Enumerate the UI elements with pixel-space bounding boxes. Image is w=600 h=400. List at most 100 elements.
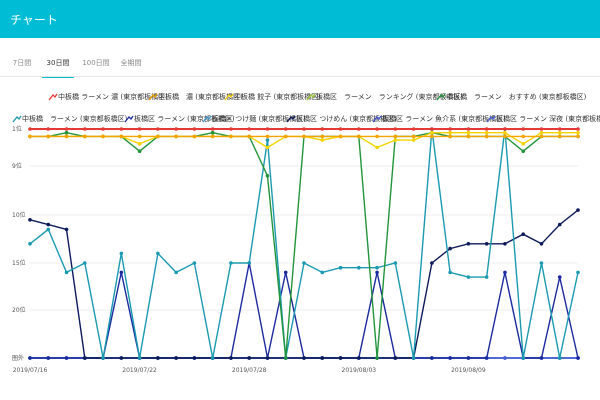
- data-point[interactable]: [64, 270, 69, 275]
- data-point[interactable]: [557, 275, 562, 279]
- data-point[interactable]: [101, 127, 105, 131]
- data-point[interactable]: [83, 127, 87, 131]
- data-point[interactable]: [265, 127, 270, 131]
- data-point[interactable]: [174, 127, 178, 131]
- data-point[interactable]: [265, 138, 270, 142]
- data-point[interactable]: [137, 142, 142, 146]
- data-point[interactable]: [28, 242, 32, 246]
- data-point[interactable]: [283, 127, 288, 131]
- data-point[interactable]: [430, 127, 434, 131]
- data-point[interactable]: [539, 356, 544, 360]
- data-point[interactable]: [83, 356, 87, 360]
- data-point[interactable]: [283, 356, 288, 360]
- legend-item[interactable]: 板橋区 つけめん (東京都板橋区): [286, 114, 397, 124]
- data-point[interactable]: [576, 270, 580, 275]
- data-point[interactable]: [448, 127, 452, 131]
- data-point[interactable]: [576, 208, 580, 212]
- data-point[interactable]: [174, 356, 178, 360]
- data-point[interactable]: [521, 356, 525, 360]
- data-point[interactable]: [119, 356, 124, 360]
- data-point[interactable]: [576, 134, 580, 139]
- data-point[interactable]: [156, 134, 160, 139]
- data-point[interactable]: [247, 134, 251, 139]
- data-point[interactable]: [320, 138, 325, 142]
- legend-item[interactable]: 板橋区 つけ麺 (東京都板橋区): [202, 114, 306, 124]
- data-point[interactable]: [557, 356, 562, 360]
- data-point[interactable]: [229, 356, 233, 360]
- data-point[interactable]: [156, 127, 160, 131]
- data-point[interactable]: [357, 265, 361, 270]
- tab-100-days[interactable]: 100日間: [82, 59, 110, 67]
- data-point[interactable]: [28, 127, 32, 131]
- data-point[interactable]: [448, 134, 452, 139]
- legend-item[interactable]: 中板橋 濃 (東京都板橋区): [148, 92, 243, 102]
- data-point[interactable]: [265, 174, 270, 178]
- data-point[interactable]: [466, 275, 471, 279]
- data-point[interactable]: [503, 242, 507, 246]
- data-point[interactable]: [430, 134, 434, 139]
- data-point[interactable]: [430, 130, 434, 135]
- data-point[interactable]: [411, 138, 416, 142]
- data-point[interactable]: [393, 356, 398, 360]
- data-point[interactable]: [466, 242, 471, 246]
- data-point[interactable]: [576, 130, 580, 135]
- data-point[interactable]: [448, 130, 452, 135]
- data-point[interactable]: [28, 134, 32, 139]
- data-point[interactable]: [539, 127, 544, 131]
- data-point[interactable]: [46, 134, 51, 139]
- data-point[interactable]: [375, 270, 379, 275]
- data-point[interactable]: [393, 134, 398, 139]
- data-point[interactable]: [484, 127, 489, 131]
- data-point[interactable]: [247, 127, 251, 131]
- data-point[interactable]: [484, 134, 489, 139]
- data-point[interactable]: [539, 130, 544, 135]
- data-point[interactable]: [174, 134, 178, 139]
- data-point[interactable]: [210, 127, 215, 131]
- data-point[interactable]: [411, 134, 416, 139]
- data-point[interactable]: [503, 127, 507, 131]
- data-point[interactable]: [539, 242, 544, 246]
- data-point[interactable]: [265, 145, 270, 150]
- legend-item[interactable]: 板橋区 ラーメン (東京都板橋区): [124, 114, 235, 124]
- data-point[interactable]: [229, 127, 233, 131]
- data-point[interactable]: [484, 242, 489, 246]
- data-point[interactable]: [156, 251, 160, 256]
- data-point[interactable]: [192, 261, 197, 265]
- data-point[interactable]: [119, 270, 124, 275]
- data-point[interactable]: [375, 127, 379, 131]
- data-point[interactable]: [137, 127, 142, 131]
- data-point[interactable]: [192, 134, 197, 139]
- data-point[interactable]: [557, 130, 562, 135]
- data-point[interactable]: [64, 356, 69, 360]
- data-point[interactable]: [338, 127, 343, 131]
- data-point[interactable]: [448, 356, 452, 360]
- data-point[interactable]: [357, 356, 361, 360]
- tab-30-days[interactable]: 30日間: [42, 52, 74, 78]
- data-point[interactable]: [338, 265, 343, 270]
- legend-item[interactable]: 中板橋 餃子 (東京都板橋区): [224, 92, 321, 102]
- data-point[interactable]: [557, 134, 562, 139]
- data-point[interactable]: [503, 130, 507, 135]
- data-point[interactable]: [576, 127, 580, 131]
- data-point[interactable]: [192, 127, 197, 131]
- data-point[interactable]: [137, 356, 142, 360]
- legend-item[interactable]: 中板橋 ラーメン おすすめ (東京都板橋区): [436, 92, 586, 102]
- data-point[interactable]: [64, 130, 69, 135]
- data-point[interactable]: [576, 356, 580, 360]
- data-point[interactable]: [320, 356, 325, 360]
- legend-item[interactable]: 中板橋 ラーメン 濃 (東京都板橋区): [48, 92, 168, 102]
- data-point[interactable]: [357, 127, 361, 131]
- data-point[interactable]: [174, 270, 178, 275]
- data-point[interactable]: [210, 356, 215, 360]
- data-point[interactable]: [229, 261, 233, 265]
- data-point[interactable]: [119, 134, 124, 139]
- data-point[interactable]: [156, 356, 160, 360]
- data-point[interactable]: [357, 134, 361, 139]
- data-point[interactable]: [521, 134, 525, 139]
- data-point[interactable]: [521, 232, 525, 236]
- data-point[interactable]: [137, 134, 142, 139]
- data-point[interactable]: [448, 270, 452, 275]
- data-point[interactable]: [302, 127, 306, 131]
- data-point[interactable]: [393, 261, 398, 265]
- data-point[interactable]: [338, 134, 343, 139]
